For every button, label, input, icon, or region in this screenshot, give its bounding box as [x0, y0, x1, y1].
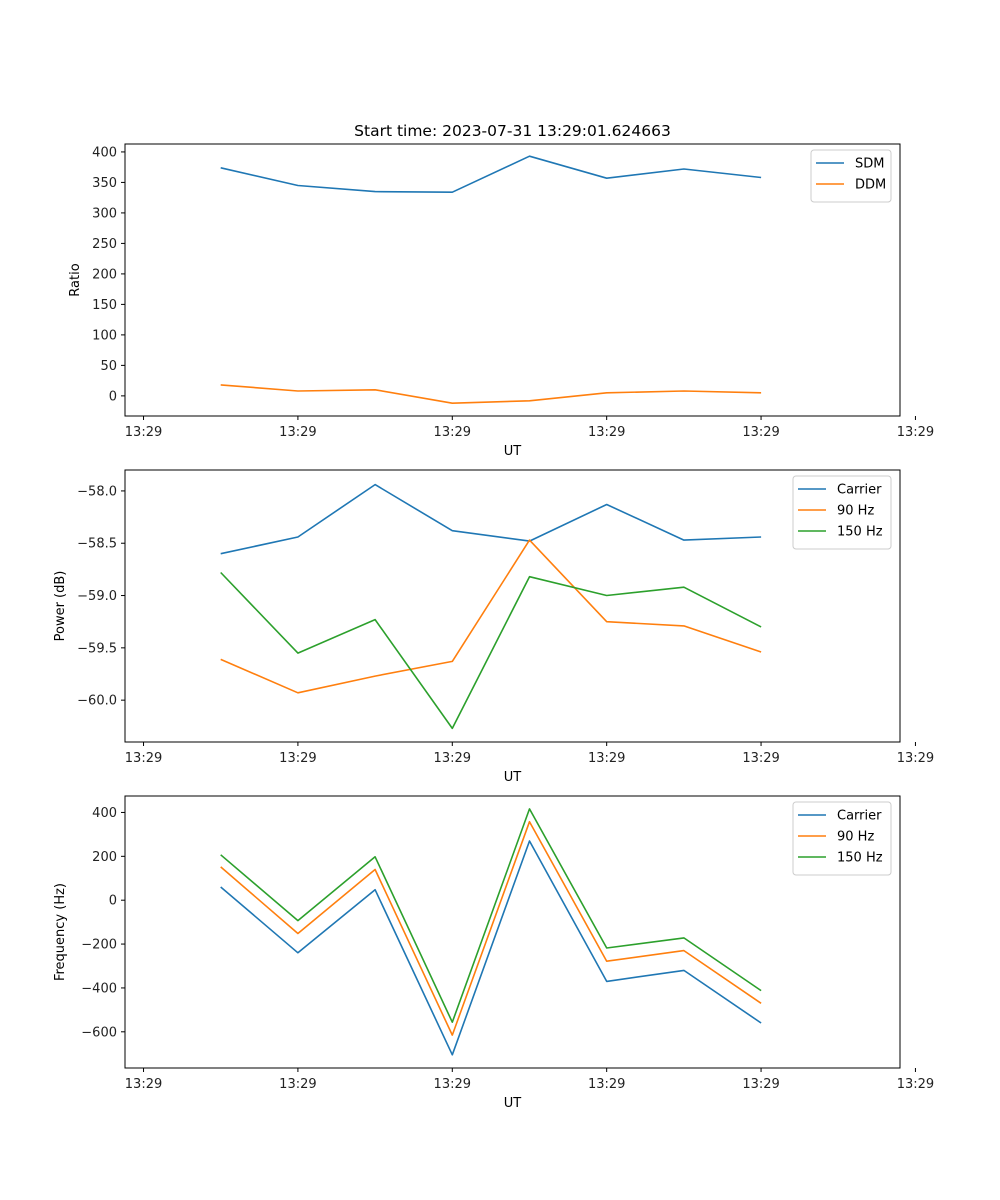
y-tick-label: −58.5: [77, 537, 117, 552]
series-line-carrier: [220, 483, 762, 555]
legend-label: DDM: [855, 178, 886, 193]
y-axis-label: Ratio: [68, 263, 83, 296]
y-tick-label: −58.0: [77, 484, 117, 499]
plot-frame: [124, 469, 901, 743]
y-tick-label: 250: [92, 237, 117, 252]
x-tick-label: 13:29: [434, 1077, 471, 1092]
y-tick-label: −60.0: [77, 694, 117, 709]
y-tick-label: 350: [92, 176, 117, 191]
plot-frame: [124, 795, 901, 1069]
y-tick-label: 400: [92, 145, 117, 160]
x-tick-label: 13:29: [125, 1077, 162, 1092]
y-axis-label: Frequency (Hz): [53, 883, 68, 981]
x-tick-label: 13:29: [897, 425, 934, 440]
y-tick-label: 0: [109, 389, 117, 404]
axes-2: 13:2913:2913:2913:2913:2913:2913:30−58.0…: [53, 469, 934, 785]
y-tick-label: −59.5: [77, 641, 117, 656]
x-tick-label: 13:29: [588, 751, 625, 766]
x-tick-label: 13:29: [742, 1077, 779, 1092]
x-axis-label: UT: [504, 1096, 522, 1111]
series-line-sdm: [220, 155, 762, 193]
x-tick-label: 13:29: [125, 751, 162, 766]
y-tick-label: 150: [92, 298, 117, 313]
axes-3: 13:2913:2913:2913:2913:2913:2913:3040020…: [53, 795, 934, 1111]
x-tick-label: 13:29: [279, 1077, 316, 1092]
x-tick-label: 13:29: [279, 751, 316, 766]
y-tick-label: −59.0: [77, 589, 117, 604]
y-tick-label: 400: [92, 806, 117, 821]
x-tick-label: 13:29: [588, 1077, 625, 1092]
legend-label: SDM: [855, 157, 884, 172]
x-tick-label: 13:29: [897, 751, 934, 766]
legend: SDM DDM: [810, 149, 892, 203]
series-line-150-hz: [220, 571, 762, 730]
x-tick-label: 13:29: [742, 425, 779, 440]
y-tick-label: 100: [92, 328, 117, 343]
y-tick-label: −600: [81, 1025, 117, 1040]
series-line-150-hz: [220, 808, 762, 1024]
legend-label: Carrier: [837, 809, 882, 824]
y-tick-label: 200: [92, 850, 117, 865]
y-axis-label: Power (dB): [53, 571, 68, 642]
x-tick-label: 13:29: [742, 751, 779, 766]
y-tick-label: −400: [81, 981, 117, 996]
axes-1: 13:2913:2913:2913:2913:2913:2913:3005010…: [68, 143, 934, 459]
legend: Carrier 90 Hz 150 Hz: [792, 801, 892, 876]
x-tick-label: 13:29: [434, 425, 471, 440]
x-tick-label: 13:29: [588, 425, 625, 440]
y-tick-label: 50: [100, 359, 117, 374]
legend-label: 150 Hz: [837, 525, 883, 540]
figure-title: Start time: 2023-07-31 13:29:01.624663: [354, 122, 671, 140]
plot-frame: [124, 143, 901, 417]
x-axis-label: UT: [504, 444, 522, 459]
y-tick-label: 300: [92, 206, 117, 221]
series-line-carrier: [220, 840, 762, 1056]
legend: Carrier 90 Hz 150 Hz: [792, 475, 892, 550]
x-tick-label: 13:29: [434, 751, 471, 766]
x-axis-label: UT: [504, 770, 522, 785]
legend-label: 90 Hz: [837, 830, 874, 845]
y-tick-label: 200: [92, 267, 117, 282]
legend-label: Carrier: [837, 483, 882, 498]
series-line-ddm: [220, 384, 762, 405]
x-tick-label: 13:29: [897, 1077, 934, 1092]
series-line-90-hz: [220, 539, 762, 694]
x-tick-label: 13:29: [279, 425, 316, 440]
legend-label: 90 Hz: [837, 504, 874, 519]
x-tick-label: 13:29: [125, 425, 162, 440]
y-tick-label: 0: [109, 894, 117, 909]
y-tick-label: −200: [81, 938, 117, 953]
series-line-90-hz: [220, 820, 762, 1036]
legend-label: 150 Hz: [837, 851, 883, 866]
